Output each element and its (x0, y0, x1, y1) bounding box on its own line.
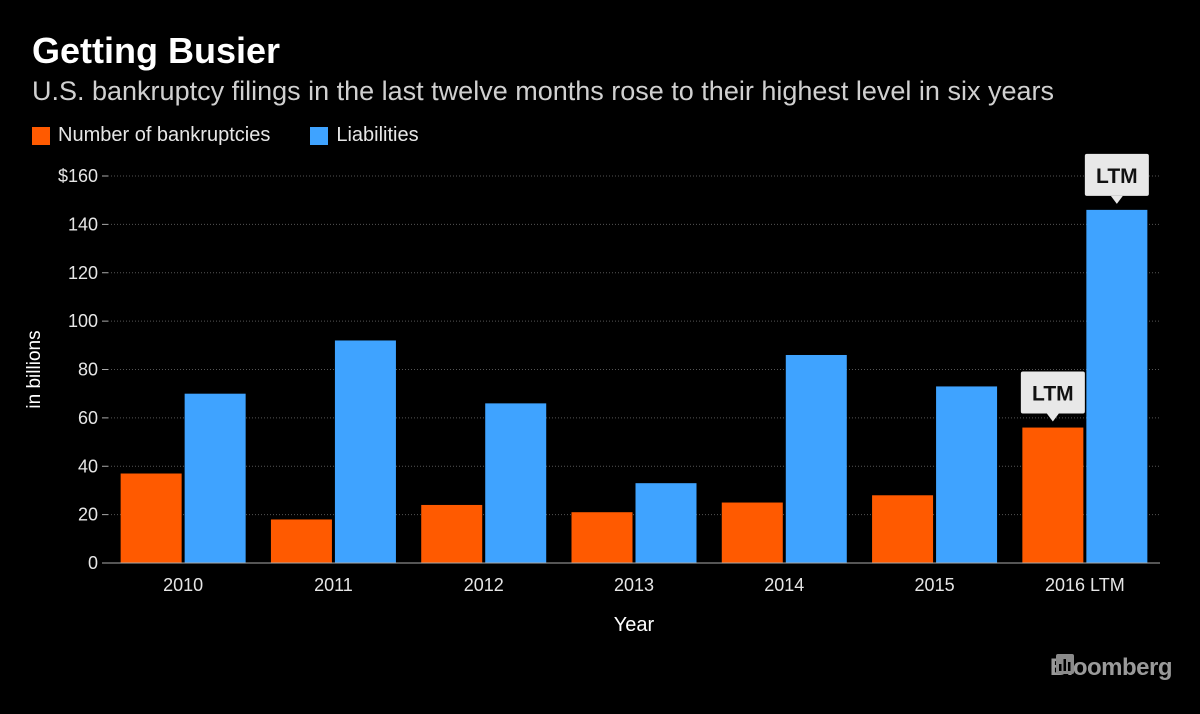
bloomberg-chart-icon (1055, 654, 1074, 674)
x-tick-label-2014: 2014 (764, 575, 804, 595)
x-axis-label: Year (614, 614, 655, 636)
legend-swatch-liabilities (310, 126, 329, 145)
bar-bankruptcies-2011 (270, 519, 332, 563)
legend-item-bankruptcies: Number of bankruptcies (32, 124, 270, 147)
y-tick-label-80: 80 (78, 360, 98, 380)
legend-swatch-bankruptcies (32, 126, 50, 145)
y-tick-label-120: 120 (68, 263, 98, 283)
x-tick-label-2016-ltm: 2016 LTM (1045, 575, 1125, 595)
legend-item-liabilities: Liabilities (310, 124, 419, 147)
callout-label-1: LTM (1096, 165, 1138, 188)
callout-pointer-1 (1110, 195, 1123, 204)
callout-label-0: LTM (1032, 383, 1074, 406)
y-tick-label-0: 0 (88, 553, 98, 573)
y-tick-label-40: 40 (78, 456, 98, 476)
bar-liabilities-2016-ltm (1086, 209, 1148, 564)
bar-bankruptcies-2012 (421, 504, 483, 563)
legend-label-bankruptcies: Number of bankruptcies (58, 124, 271, 146)
legend-label-liabilities: Liabilities (336, 124, 419, 146)
bar-liabilities-2014 (785, 354, 847, 563)
x-tick-label-2015: 2015 (915, 575, 955, 595)
y-tick-label-20: 20 (78, 505, 98, 525)
bar-liabilities-2013 (635, 483, 697, 563)
chart-subtitle: U.S. bankruptcy filings in the last twel… (32, 76, 1054, 106)
bar-bankruptcies-2014 (721, 502, 783, 563)
y-tick-label-100: 100 (68, 311, 98, 331)
x-tick-label-2010: 2010 (163, 575, 203, 595)
callout-box-0 (1020, 371, 1085, 414)
chart-title: Getting Busier (32, 30, 281, 71)
callout-box-1 (1084, 153, 1149, 196)
bar-bankruptcies-2016-ltm (1022, 427, 1084, 563)
x-tick-label-2013: 2013 (614, 575, 654, 595)
bar-liabilities-2010 (184, 393, 246, 563)
bar-liabilities-2012 (485, 403, 547, 563)
bar-liabilities-2015 (936, 386, 998, 563)
bar-bankruptcies-2010 (120, 473, 182, 563)
footer-brand: Bloomberg (1050, 654, 1173, 682)
bar-liabilities-2011 (334, 340, 396, 563)
y-tick-label-160: $160 (58, 166, 98, 186)
x-tick-label-2012: 2012 (464, 575, 504, 595)
bar-bankruptcies-2015 (872, 495, 934, 563)
x-tick-label-2011: 2011 (314, 575, 353, 595)
y-axis-label: in billions (24, 330, 45, 408)
y-tick-label-140: 140 (68, 214, 98, 234)
callout-pointer-0 (1046, 413, 1059, 422)
bar-bankruptcies-2013 (571, 512, 633, 563)
legend: Number of bankruptcies Liabilities (32, 124, 459, 147)
y-tick-label-60: 60 (78, 408, 98, 428)
